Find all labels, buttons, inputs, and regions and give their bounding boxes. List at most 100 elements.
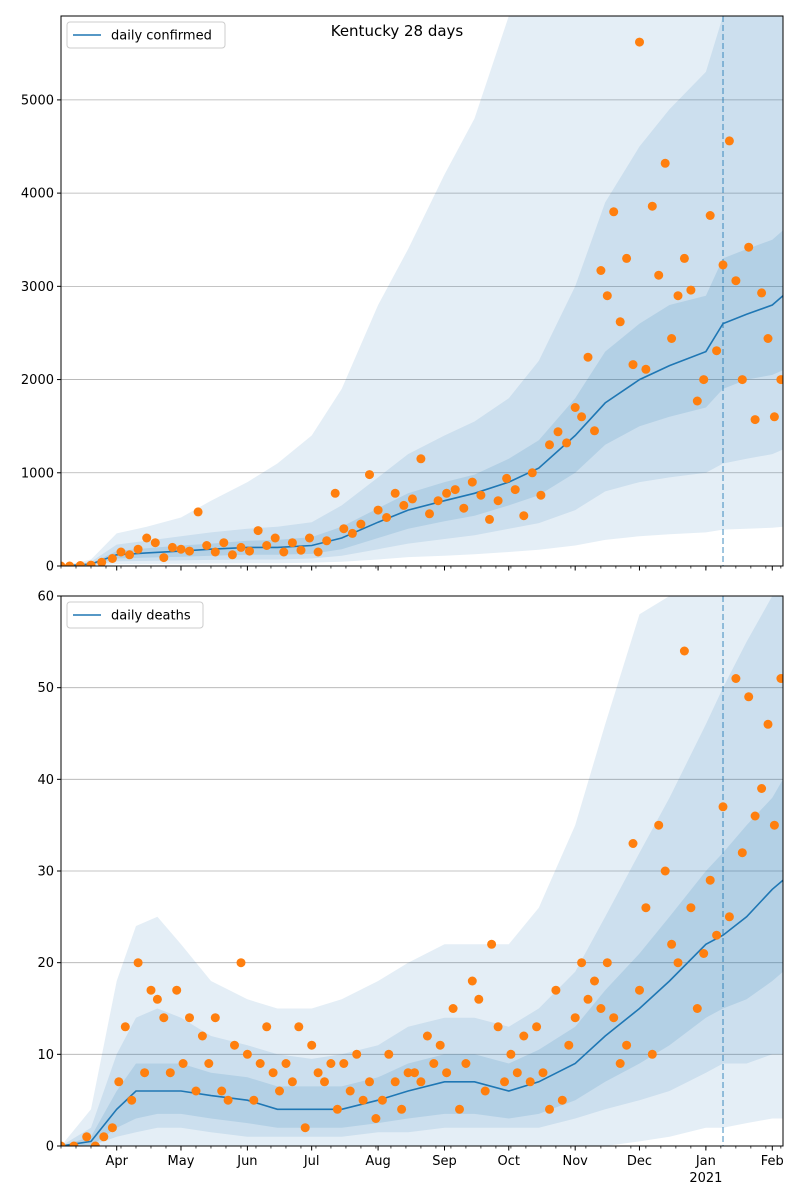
data-point	[628, 839, 638, 848]
data-point	[536, 490, 546, 500]
data-point	[242, 1049, 252, 1059]
data-point	[172, 985, 182, 995]
legend-label: daily deaths	[111, 609, 191, 624]
x-year-label: 2021	[689, 1171, 722, 1186]
data-point	[667, 334, 677, 343]
y-tick-label: 2000	[21, 373, 54, 388]
data-point	[692, 396, 702, 406]
data-point	[737, 375, 747, 385]
data-point	[236, 542, 246, 552]
data-point	[590, 976, 599, 986]
y-tick-label: 4000	[21, 187, 54, 202]
data-point	[718, 802, 728, 812]
data-point	[692, 1004, 702, 1013]
x-tick-label: May	[168, 1154, 195, 1169]
data-point	[407, 494, 417, 504]
data-point	[545, 1104, 554, 1114]
data-point	[120, 1022, 130, 1032]
data-point	[712, 930, 722, 940]
data-point	[553, 427, 563, 437]
data-point	[532, 1022, 542, 1032]
data-point	[313, 1068, 323, 1078]
data-point	[97, 557, 107, 566]
data-point	[176, 544, 186, 554]
data-point	[641, 364, 651, 374]
data-point	[476, 490, 486, 500]
data-point	[281, 1059, 291, 1068]
data-point	[510, 485, 520, 495]
data-point	[230, 1040, 239, 1050]
legend-box	[66, 601, 204, 629]
data-point	[467, 477, 477, 487]
data-point	[654, 820, 664, 830]
data-point	[485, 514, 494, 524]
data-point	[667, 939, 677, 949]
data-point	[382, 513, 392, 522]
data-point	[545, 440, 554, 450]
data-point	[615, 317, 625, 327]
data-point	[679, 253, 689, 263]
data-point	[347, 528, 357, 538]
y-tick-label: 40	[37, 773, 54, 788]
data-point	[705, 875, 715, 885]
data-point	[512, 1068, 522, 1078]
data-point	[270, 533, 280, 543]
data-point	[167, 542, 177, 552]
uncertainty-band-inner	[61, 779, 783, 1146]
data-point	[86, 560, 96, 566]
data-point	[204, 1059, 214, 1068]
data-point	[140, 1068, 150, 1078]
data-point	[712, 346, 722, 356]
data-point	[373, 505, 383, 515]
data-point	[384, 1049, 394, 1059]
data-point	[577, 958, 587, 968]
data-point	[776, 375, 783, 385]
data-point	[493, 496, 503, 506]
data-point	[635, 37, 644, 47]
data-point	[275, 1086, 284, 1096]
data-point	[757, 784, 767, 793]
data-point	[660, 866, 670, 876]
data-point	[69, 1141, 79, 1146]
data-point	[724, 136, 734, 146]
data-point	[647, 201, 657, 211]
x-tick-label: Jun	[236, 1154, 257, 1169]
data-point	[538, 1068, 548, 1078]
data-point	[635, 985, 644, 995]
data-point	[150, 538, 160, 548]
data-point	[699, 375, 709, 385]
data-point	[227, 550, 237, 560]
data-point	[570, 403, 580, 412]
confirmed-panel: 0 1000 2000 3000 4000 5000 daily confirmed	[21, 15, 784, 575]
y-tick-label: 10	[37, 1048, 54, 1063]
y-tick-label: 5000	[21, 93, 54, 108]
data-point	[296, 545, 306, 555]
data-point	[596, 1004, 606, 1013]
data-point	[165, 1068, 175, 1078]
data-point	[178, 1059, 188, 1068]
data-point	[425, 509, 434, 519]
data-point	[146, 985, 156, 995]
axes-frame	[60, 15, 784, 567]
y-tick-label: 3000	[21, 280, 54, 295]
data-point	[352, 1049, 362, 1059]
data-point	[750, 415, 760, 425]
data-point	[435, 1040, 445, 1050]
data-point	[590, 426, 599, 436]
data-point	[193, 507, 203, 517]
series-line	[61, 879, 783, 1146]
data-point	[217, 1086, 227, 1096]
data-point	[390, 1077, 400, 1087]
data-point	[410, 1068, 419, 1078]
data-point	[769, 412, 779, 422]
data-point	[416, 454, 426, 464]
y-tick-label: 60	[37, 590, 54, 605]
data-point	[647, 1049, 657, 1059]
data-point	[255, 1059, 265, 1068]
data-point	[287, 1077, 297, 1087]
legend-label: daily confirmed	[111, 29, 212, 44]
data-point	[159, 553, 169, 563]
data-point	[763, 334, 773, 343]
data-point	[90, 1141, 100, 1146]
